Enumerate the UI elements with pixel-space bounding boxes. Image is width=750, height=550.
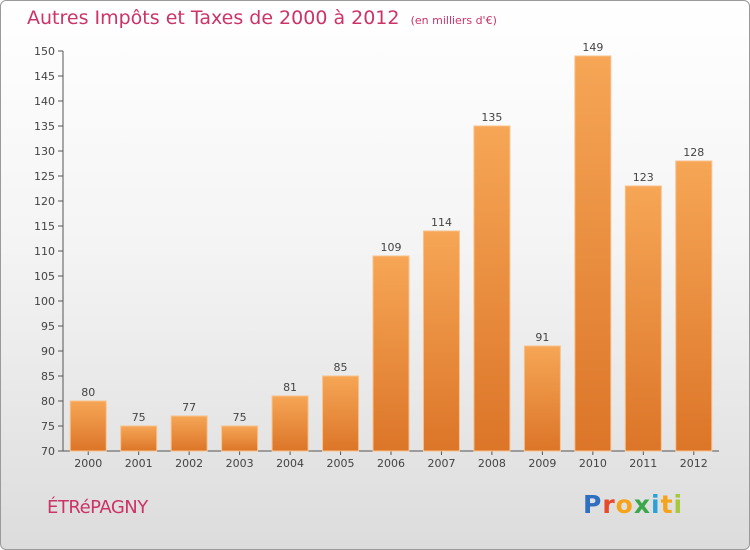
y-tick-label: 95	[41, 320, 55, 333]
chart-title-row: Autres Impôts et Taxes de 2000 à 2012 (e…	[27, 7, 497, 29]
x-tick-label-2000: 2000	[74, 457, 102, 470]
x-tick-label-2004: 2004	[276, 457, 304, 470]
logo-letter: o	[615, 490, 634, 519]
x-tick-label-2003: 2003	[226, 457, 254, 470]
y-tick-label: 120	[34, 195, 55, 208]
value-label-2010: 149	[582, 41, 603, 54]
value-label-2005: 85	[334, 361, 348, 374]
y-tick-label: 90	[41, 345, 55, 358]
y-tick-label: 145	[34, 70, 55, 83]
bar-2003	[221, 425, 259, 452]
x-tick-label-2009: 2009	[528, 457, 556, 470]
value-label-2001: 75	[132, 411, 146, 424]
bar-2001	[120, 425, 158, 452]
logo-letter: P	[583, 490, 603, 519]
proxiti-logo: Proxiti	[583, 490, 683, 519]
x-tick-label-2002: 2002	[175, 457, 203, 470]
value-label-2007: 114	[431, 216, 452, 229]
chart-subtitle: (en milliers d'€)	[410, 14, 497, 27]
value-label-2004: 81	[283, 381, 297, 394]
x-tick-label-2008: 2008	[478, 457, 506, 470]
bar-2004	[271, 395, 309, 452]
y-tick-label: 80	[41, 395, 55, 408]
x-tick-label-2012: 2012	[680, 457, 708, 470]
logo-letter: t	[660, 490, 674, 519]
value-label-2003: 75	[233, 411, 247, 424]
logo-letter: r	[602, 490, 616, 519]
city-name: ÉTRéPAGNY	[47, 497, 148, 518]
y-tick-label: 75	[41, 420, 55, 433]
y-tick-label: 115	[34, 220, 55, 233]
y-tick-label: 100	[34, 295, 55, 308]
bar-2006	[372, 255, 410, 452]
bar-2011	[624, 185, 662, 452]
value-label-2012: 128	[683, 146, 704, 159]
bar-2005	[322, 375, 360, 452]
bar-2007	[422, 230, 460, 452]
value-label-2000: 80	[81, 386, 95, 399]
x-tick-label-2007: 2007	[427, 457, 455, 470]
logo-letter: i	[673, 490, 684, 519]
y-tick-label: 130	[34, 145, 55, 158]
y-tick-label: 85	[41, 370, 55, 383]
x-tick-label-2011: 2011	[629, 457, 657, 470]
bar-2008	[473, 125, 511, 452]
value-label-2002: 77	[182, 401, 196, 414]
y-tick-label: 150	[34, 45, 55, 58]
x-tick-label-2001: 2001	[125, 457, 153, 470]
x-tick-label-2006: 2006	[377, 457, 405, 470]
value-label-2006: 109	[381, 241, 402, 254]
bar-2012	[675, 160, 713, 452]
y-tick-label: 110	[34, 245, 55, 258]
y-tick-label: 140	[34, 95, 55, 108]
y-tick-label: 125	[34, 170, 55, 183]
x-tick-label-2010: 2010	[579, 457, 607, 470]
value-label-2011: 123	[633, 171, 654, 184]
y-tick-label: 105	[34, 270, 55, 283]
bar-2000	[69, 400, 107, 452]
bar-2002	[170, 415, 208, 452]
bar-2009	[523, 345, 561, 452]
bar-2010	[574, 55, 612, 452]
value-label-2008: 135	[481, 111, 502, 124]
chart-title: Autres Impôts et Taxes de 2000 à 2012	[27, 7, 400, 29]
logo-letter: i	[651, 490, 661, 519]
value-label-2009: 91	[535, 331, 549, 344]
x-tick-label-2005: 2005	[327, 457, 355, 470]
logo-letter: x	[633, 490, 651, 519]
y-tick-label: 135	[34, 120, 55, 133]
y-tick-label: 70	[41, 445, 55, 458]
